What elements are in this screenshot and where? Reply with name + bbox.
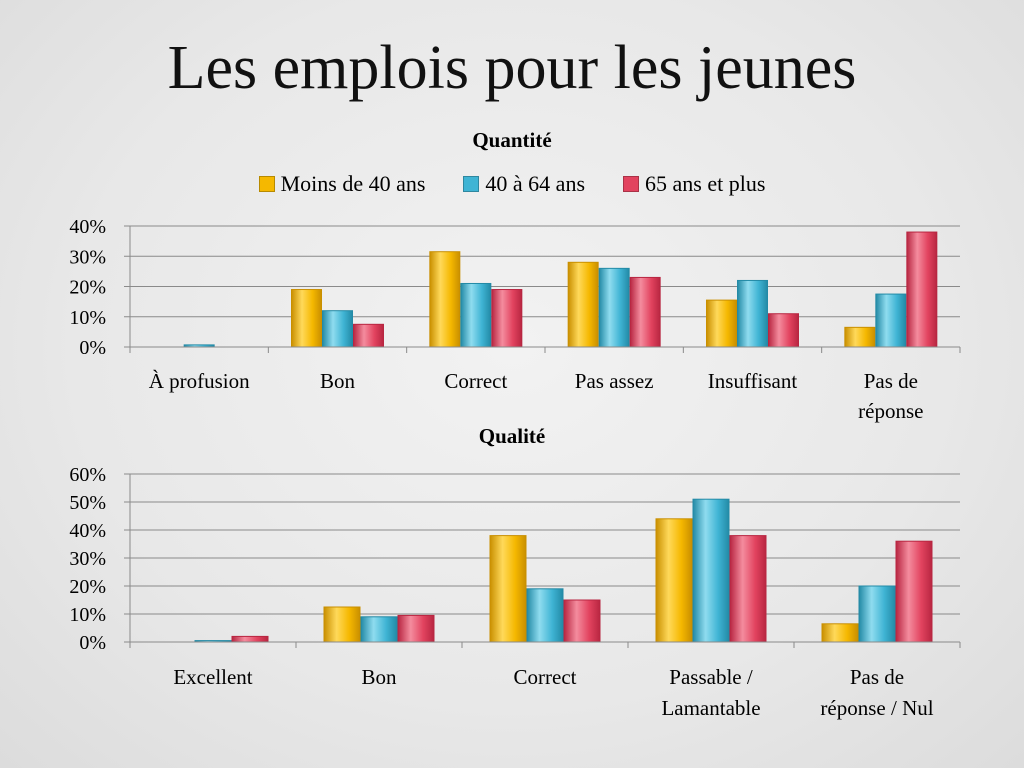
y-tick-label-2: 20% [69,576,106,598]
y-tick-label-4: 40% [69,520,106,542]
legend: Moins de 40 ans 40 à 64 ans 65 ans et pl… [0,171,1024,197]
x-tick-label-pas-de-reponse-nul-1: réponse / Nul [820,696,933,720]
bar-passable-lamantable-moins-de-40-ans [655,518,693,643]
x-tick-label-bon: Bon [361,665,397,689]
legend-label-40-64: 40 à 64 ans [485,171,586,196]
bar-correct-moins-de-40-ans [429,251,461,348]
y-tick-label-2: 20% [69,277,106,299]
x-tick-label-passable-lamantable-0: Passable / [669,665,753,689]
bar-pas-de-reponse-nul-40-a-64-ans [858,585,896,643]
legend-label-moins-40: Moins de 40 ans [280,171,426,196]
x-tick-label-correct: Correct [444,369,507,393]
legend-label-65-plus: 65 ans et plus [645,171,766,196]
y-tick-label-3: 30% [69,548,106,570]
bar-pas-assez-40-a-64-ans [598,267,630,348]
x-tick-label-correct: Correct [514,665,577,689]
bar-insuffisant-40-a-64-ans [737,279,768,348]
bar-passable-lamantable-40-a-64-ans [692,498,730,643]
bar-pas-de-reponse-65-ans-et-plus [906,231,938,348]
bar-bon-40-a-64-ans [322,310,353,348]
legend-swatch-65-plus [623,176,640,192]
y-tick-label-0: 0% [79,337,106,359]
bar-bon-65-ans-et-plus [397,614,435,643]
y-tick-label-3: 30% [69,246,106,268]
bar-correct-40-a-64-ans [526,588,564,643]
x-tick-label-pas-de-reponse-0: Pas de [864,369,918,393]
y-tick-label-1: 10% [69,604,106,626]
y-tick-label-4: 40% [69,216,106,238]
x-tick-label-pas-de-reponse-nul-0: Pas de [850,665,904,689]
chart-quantite: 0% 10% 20% 30% 40% À profusion Bon Correct Pas a… [69,216,961,423]
bar-correct-moins-de-40-ans [489,535,527,643]
x-tick-label-passable-lamantable-1: Lamantable [661,696,760,720]
bar-bon-40-a-64-ans [360,616,398,643]
slide-title: Les emplois pour les jeunes [167,34,857,102]
bar-pas-de-reponse-nul-65-ans-et-plus [895,540,933,643]
bar-correct-65-ans-et-plus [563,599,601,643]
y-tick-label-5: 50% [69,492,106,514]
bar-pas-de-reponse-moins-de-40-ans [844,326,876,348]
x-tick-label-pas-de-reponse-1: réponse [858,399,923,423]
bar-insuffisant-moins-de-40-ans [706,299,737,348]
bar-insuffisant-65-ans-et-plus [768,313,799,348]
bar-correct-40-a-64-ans [460,282,492,348]
legend-item-moins-40: Moins de 40 ans [258,171,426,197]
chart-title-quantite: Quantité [472,128,552,152]
x-tick-label-excellent: Excellent [173,665,252,689]
bar-correct-65-ans-et-plus [491,289,523,348]
chart-qualite: 0% 10% 20% 30% 40% 50% 60% Excellent Bon Correct P… [69,464,961,720]
y-tick-label-0: 0% [79,632,106,654]
x-tick-label-insuffisant: Insuffisant [708,369,798,393]
x-tick-label-bon: Bon [320,369,356,393]
legend-swatch-moins-40 [258,176,275,192]
y-tick-label-6: 60% [69,464,106,486]
x-tick-label-a-profusion: À profusion [149,369,250,393]
bar-excellent-65-ans-et-plus [231,635,269,643]
bar-passable-lamantable-65-ans-et-plus [729,535,767,643]
y-tick-label-1: 10% [69,307,106,329]
bar-pas-de-reponse-40-a-64-ans [875,293,907,348]
legend-item-65-plus: 65 ans et plus [623,171,765,197]
bar-bon-65-ans-et-plus [353,323,384,348]
bar-pas-assez-65-ans-et-plus [629,276,661,348]
bar-bon-moins-de-40-ans [291,289,322,348]
bar-pas-de-reponse-nul-moins-de-40-ans [821,623,859,643]
legend-swatch-40-64 [463,176,480,192]
bar-pas-assez-moins-de-40-ans [567,261,599,348]
chart-title-qualite: Qualité [478,424,546,448]
bar-bon-moins-de-40-ans [323,606,361,643]
x-tick-label-pas-assez: Pas assez [575,369,654,393]
legend-item-40-64: 40 à 64 ans [463,171,585,197]
